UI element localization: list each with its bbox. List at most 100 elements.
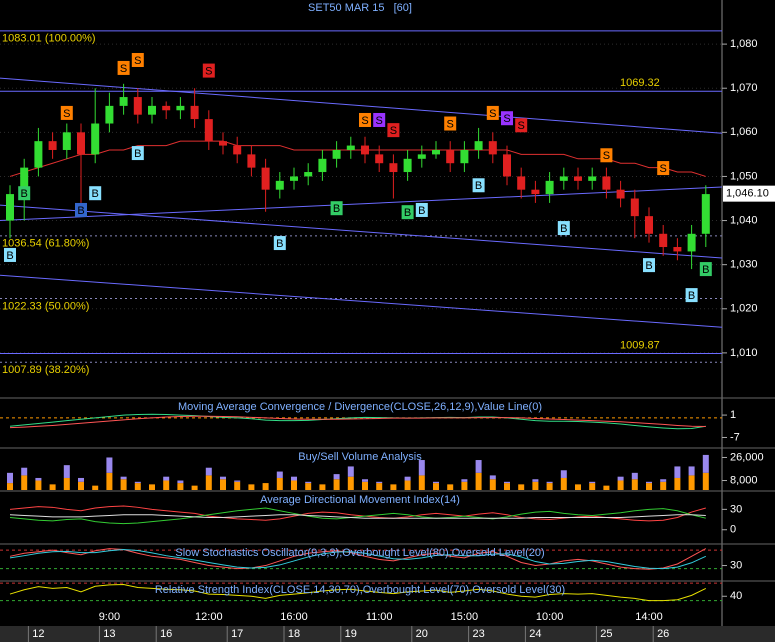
candle-body (34, 141, 43, 168)
volume-bar (376, 483, 383, 490)
panel-title: Buy/Sell Volume Analysis (298, 451, 422, 463)
panel-title: Relative Strength Index(CLOSE,14,30,70),… (155, 584, 565, 596)
candle-body (417, 154, 426, 159)
x-day-label: 16 (160, 628, 172, 640)
last-price-box (723, 185, 775, 202)
y-tick-label: 1,020 (730, 303, 758, 315)
signal-label: B (404, 207, 411, 219)
volume-bar (518, 484, 525, 490)
y-tick-label: 1,060 (730, 126, 758, 138)
x-day-label: 17 (231, 628, 243, 640)
panel-title: Moving Average Convergence / Divergence(… (178, 401, 542, 413)
volume-bar (92, 485, 99, 490)
candle-body (176, 105, 185, 111)
signal-label: S (518, 120, 525, 132)
volume-bar (35, 477, 42, 481)
level-label: 1009.87 (620, 339, 660, 351)
y-tick-label: 1,030 (730, 259, 758, 271)
x-time-label: 10:00 (536, 611, 564, 623)
volume-bar (504, 481, 510, 484)
volume-bar (674, 466, 681, 478)
signal-label: S (660, 163, 667, 175)
volume-bar (461, 479, 468, 482)
chart-title: SET50 MAR 15 [60] (308, 2, 412, 14)
candle-body (432, 149, 440, 155)
volume-bar (78, 477, 84, 482)
candle-body (701, 194, 710, 234)
x-day-label: 18 (288, 628, 300, 640)
volume-bar (646, 481, 652, 484)
signal-label: B (702, 264, 709, 276)
volume-bar (276, 477, 283, 490)
signal-label: S (63, 108, 70, 120)
indicator-line (9, 583, 707, 602)
signal-marker (444, 116, 457, 131)
signal-label: B (475, 180, 482, 192)
indicator-line (9, 413, 706, 430)
candle-body (517, 176, 526, 190)
indicator-line (9, 507, 706, 525)
candle-body (375, 154, 384, 164)
volume-bar (177, 483, 184, 490)
signal-marker (472, 178, 485, 193)
volume-bar (106, 472, 113, 490)
y-tick-label: 40 (730, 590, 742, 602)
signal-label: B (418, 205, 425, 217)
volume-bar (702, 472, 709, 490)
volume-bar (262, 483, 269, 490)
volume-bar (631, 479, 638, 490)
signal-label: B (77, 205, 84, 217)
signal-marker (373, 112, 386, 127)
candle-body (247, 154, 256, 168)
trend-line (0, 204, 723, 259)
signal-marker (202, 63, 215, 78)
volume-bar (106, 457, 113, 473)
volume-bar (347, 476, 354, 490)
signal-label: S (361, 115, 368, 127)
signal-marker (387, 123, 400, 138)
candle-body (148, 105, 156, 115)
signal-label: S (447, 118, 454, 130)
volume-bar (21, 475, 28, 490)
candle-body (105, 105, 114, 124)
candle-body (574, 176, 582, 181)
signal-marker (273, 236, 286, 251)
volume-bar (333, 479, 340, 490)
y-tick-label: 30 (730, 559, 742, 571)
indicator-line (9, 549, 707, 570)
signal-marker (557, 221, 570, 236)
volume-bar (589, 481, 596, 484)
signal-label: B (333, 203, 340, 215)
volume-bar (575, 484, 581, 490)
signal-marker (117, 60, 130, 75)
volume-bar (248, 484, 255, 490)
signal-marker (75, 202, 87, 217)
signal-marker (359, 112, 371, 127)
x-time-label: 11:00 (366, 611, 393, 623)
volume-bar (404, 480, 411, 490)
candle-body (503, 154, 511, 177)
volume-bar (134, 481, 141, 484)
volume-bar (291, 480, 297, 490)
candle-body (290, 176, 298, 181)
volume-bar (347, 466, 354, 477)
volume-bar (63, 465, 70, 478)
x-time-label: 16:00 (280, 611, 308, 623)
candle-body (77, 132, 85, 155)
volume-bar (7, 483, 13, 490)
signal-marker (600, 148, 613, 163)
signal-marker (131, 52, 144, 67)
volume-bar (191, 485, 198, 490)
volume-bar (461, 481, 468, 490)
volume-bar (234, 480, 241, 482)
candle-body (20, 167, 29, 195)
candle-body (332, 149, 341, 159)
volume-bar (504, 483, 510, 490)
signal-marker (501, 111, 513, 126)
candle-body (162, 105, 171, 111)
candle-body (361, 145, 369, 155)
volume-bar (532, 481, 539, 490)
candle-body (687, 233, 696, 252)
panel-title: Average Directional Movement Index(14) (260, 494, 460, 506)
